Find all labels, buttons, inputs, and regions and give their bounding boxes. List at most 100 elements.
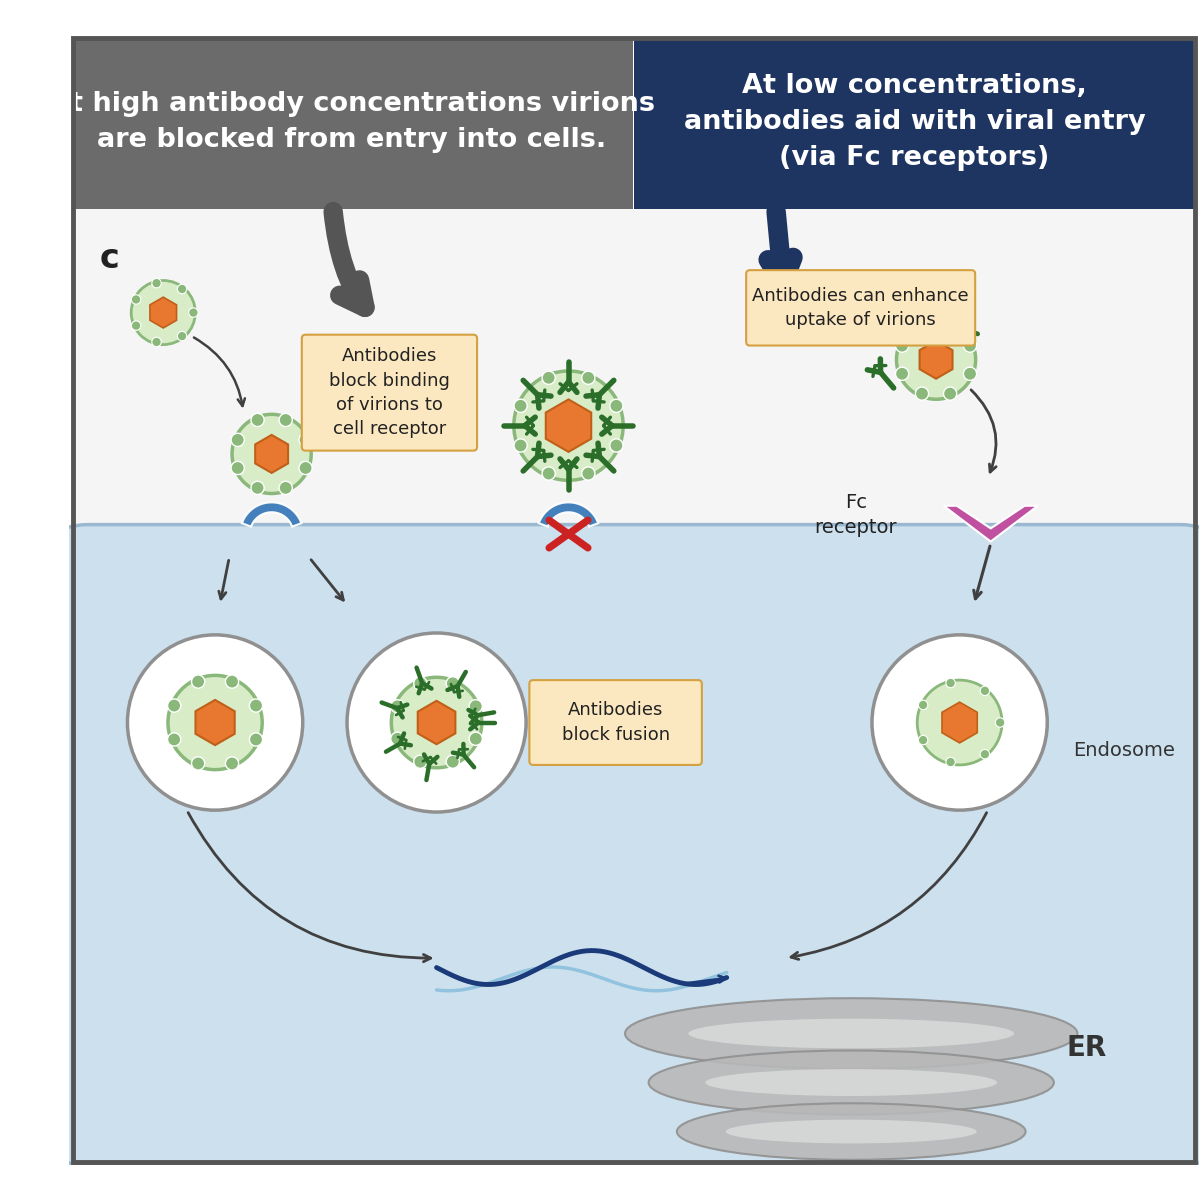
Circle shape — [872, 635, 1047, 810]
Circle shape — [944, 388, 957, 401]
Circle shape — [915, 319, 928, 332]
Polygon shape — [73, 209, 1195, 1162]
Circle shape — [132, 320, 140, 330]
Circle shape — [414, 755, 427, 768]
Circle shape — [469, 732, 482, 745]
Circle shape — [946, 757, 956, 767]
Circle shape — [995, 718, 1005, 727]
Circle shape — [944, 319, 957, 332]
FancyBboxPatch shape — [530, 680, 701, 764]
Ellipse shape — [625, 998, 1078, 1069]
Circle shape — [251, 481, 264, 494]
Ellipse shape — [705, 1069, 998, 1096]
FancyArrowPatch shape — [219, 560, 229, 599]
Circle shape — [279, 413, 293, 426]
Circle shape — [514, 400, 528, 413]
Circle shape — [917, 680, 1002, 764]
Circle shape — [177, 284, 187, 294]
Circle shape — [542, 371, 555, 384]
Circle shape — [582, 467, 595, 480]
Circle shape — [918, 701, 928, 709]
FancyArrowPatch shape — [194, 337, 245, 406]
FancyArrowPatch shape — [333, 211, 364, 307]
Circle shape — [915, 388, 928, 401]
Circle shape — [177, 331, 187, 341]
Circle shape — [896, 340, 909, 353]
Circle shape — [980, 686, 989, 696]
Circle shape — [964, 367, 977, 380]
FancyArrowPatch shape — [188, 812, 430, 961]
Text: Antibodies
block fusion: Antibodies block fusion — [561, 701, 670, 744]
Polygon shape — [634, 38, 1195, 209]
Circle shape — [225, 674, 239, 688]
Text: At low concentrations,
antibodies aid with viral entry
(via Fc receptors): At low concentrations, antibodies aid wi… — [683, 73, 1145, 170]
FancyBboxPatch shape — [746, 270, 975, 346]
Text: At high antibody concentrations virions
are blocked from entry into cells.: At high antibody concentrations virions … — [49, 91, 655, 152]
FancyArrowPatch shape — [769, 211, 793, 283]
Circle shape — [610, 400, 623, 413]
Circle shape — [542, 467, 555, 480]
Polygon shape — [150, 298, 176, 328]
Ellipse shape — [649, 1050, 1054, 1115]
Circle shape — [168, 733, 181, 746]
Circle shape — [946, 678, 956, 688]
Text: ER: ER — [1067, 1033, 1107, 1062]
FancyBboxPatch shape — [302, 335, 477, 451]
FancyArrowPatch shape — [974, 546, 990, 599]
Circle shape — [514, 371, 623, 480]
Circle shape — [514, 439, 528, 452]
Circle shape — [414, 677, 427, 690]
Circle shape — [980, 750, 989, 758]
Circle shape — [152, 337, 161, 347]
Text: Fc
receptor: Fc receptor — [814, 493, 897, 538]
Polygon shape — [920, 341, 952, 379]
Circle shape — [896, 367, 909, 380]
Circle shape — [231, 461, 245, 474]
Circle shape — [231, 433, 245, 446]
Polygon shape — [195, 700, 235, 745]
Text: c: c — [100, 242, 119, 275]
Circle shape — [918, 736, 928, 745]
Circle shape — [127, 635, 302, 810]
Circle shape — [279, 481, 293, 494]
Circle shape — [233, 414, 312, 493]
Circle shape — [964, 340, 977, 353]
Circle shape — [192, 757, 205, 770]
Circle shape — [192, 674, 205, 688]
Circle shape — [249, 733, 263, 746]
Circle shape — [391, 677, 482, 768]
Circle shape — [168, 698, 181, 712]
Polygon shape — [73, 38, 633, 209]
Circle shape — [897, 320, 976, 400]
Text: Endosome: Endosome — [1073, 742, 1175, 761]
Circle shape — [347, 632, 526, 812]
Circle shape — [582, 371, 595, 384]
Ellipse shape — [725, 1120, 977, 1144]
FancyArrowPatch shape — [311, 559, 343, 600]
Circle shape — [168, 676, 263, 769]
FancyArrowPatch shape — [971, 390, 996, 472]
Polygon shape — [944, 505, 1038, 541]
Circle shape — [469, 700, 482, 713]
FancyArrowPatch shape — [687, 976, 725, 983]
Circle shape — [249, 698, 263, 712]
FancyBboxPatch shape — [41, 524, 1199, 1165]
Polygon shape — [942, 702, 977, 743]
Polygon shape — [255, 434, 288, 473]
Circle shape — [446, 677, 459, 690]
Circle shape — [132, 295, 140, 304]
Circle shape — [391, 732, 404, 745]
Circle shape — [251, 413, 264, 426]
Text: Antibodies can enhance
uptake of virions: Antibodies can enhance uptake of virions — [752, 287, 969, 329]
Polygon shape — [546, 400, 591, 452]
Circle shape — [299, 461, 312, 474]
Circle shape — [610, 439, 623, 452]
Circle shape — [131, 281, 195, 344]
Polygon shape — [417, 701, 456, 744]
FancyArrowPatch shape — [791, 812, 987, 960]
Text: Antibodies
block binding
of virions to
cell receptor: Antibodies block binding of virions to c… — [329, 347, 450, 438]
Circle shape — [299, 433, 312, 446]
Circle shape — [152, 278, 161, 288]
Circle shape — [225, 757, 239, 770]
Polygon shape — [242, 503, 301, 527]
